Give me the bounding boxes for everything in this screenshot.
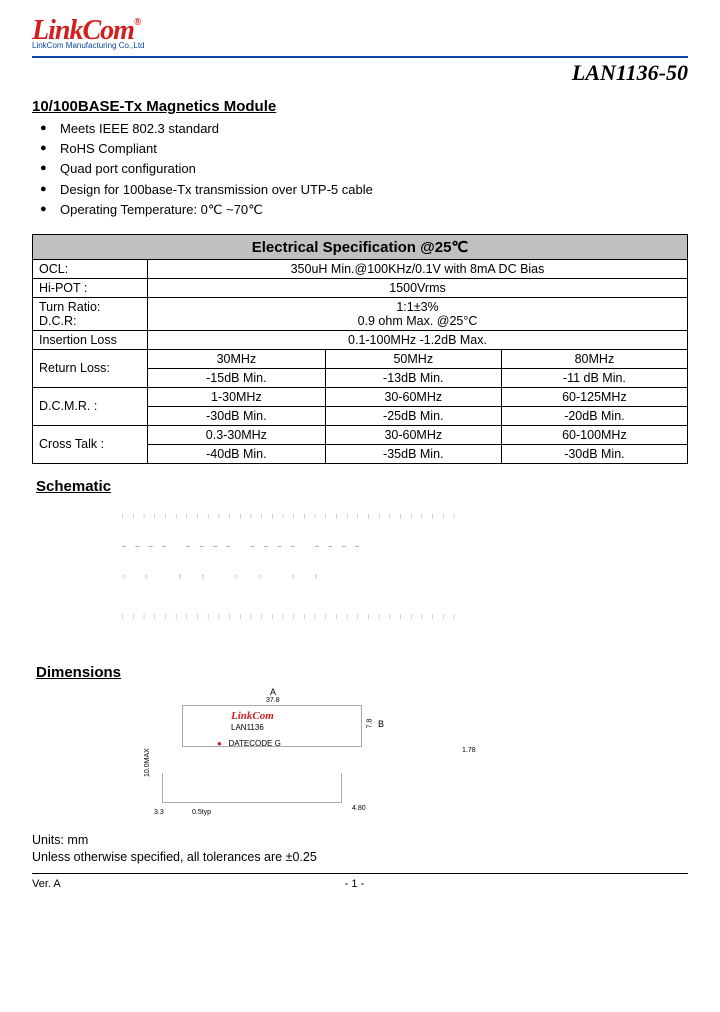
footer-version: Ver. A — [32, 878, 61, 890]
spec-label: Cross Talk : — [33, 425, 148, 463]
schematic-placeholder: | | | | | | | | | | | | | | | | | | | | … — [122, 611, 459, 624]
feature-list: Meets IEEE 802.3 standard RoHS Compliant… — [32, 119, 688, 220]
dim-label-b: B — [378, 719, 384, 729]
spec-sublabel: Turn Ratio: — [39, 300, 100, 314]
dimensions-notes: Units: mm Unless otherwise specified, al… — [32, 832, 688, 867]
spec-value: 1-30MHz — [148, 387, 326, 406]
spec-value: 0.3-30MHz — [148, 425, 326, 444]
spec-value: -35dB Min. — [325, 444, 501, 463]
dot-icon: ● — [217, 739, 222, 748]
tolerance-note: Unless otherwise specified, all toleranc… — [32, 850, 317, 864]
schematic-heading: Schematic — [36, 478, 688, 495]
units-note: Units: mm — [32, 833, 88, 847]
dimensions-heading: Dimensions — [36, 664, 688, 681]
list-item: RoHS Compliant — [40, 139, 688, 159]
spec-label: Return Loss: — [33, 349, 148, 387]
spec-value: 50MHz — [325, 349, 501, 368]
dim-logo: LinkCom — [231, 710, 274, 722]
dim-val: 3.3 — [154, 809, 164, 816]
schematic-placeholder: ⎓ ⎓ ⎓ ⎓ ⎓ ⎓ ⎓ ⎓ ⎓ ⎓ ⎓ ⎓ ⎓ ⎓ ⎓ ⎓ — [122, 541, 363, 554]
dim-val: 4.80 — [352, 805, 366, 812]
spec-value: 60-125MHz — [501, 387, 687, 406]
dim-package-outline: LinkCom LAN1136 ● DATECODE G — [182, 705, 362, 747]
spec-value: 350uH Min.@100KHz/0.1V with 8mA DC Bias — [148, 259, 688, 278]
footer-spacer — [648, 878, 688, 890]
logo-reg: ® — [134, 17, 140, 28]
spec-label: Hi-POT : — [33, 278, 148, 297]
footer-rule — [32, 873, 688, 874]
list-item: Design for 100base-Tx transmission over … — [40, 180, 688, 200]
spec-table: Electrical Specification @25℃ OCL: 350uH… — [32, 234, 688, 464]
spec-value: -30dB Min. — [501, 444, 687, 463]
schematic-diagram: | | | | | | | | | | | | | | | | | | | | … — [32, 501, 688, 656]
spec-value: -15dB Min. — [148, 368, 326, 387]
product-title: 10/100BASE-Tx Magnetics Module — [32, 98, 688, 115]
spec-value: 30-60MHz — [325, 425, 501, 444]
schematic-placeholder: | | | | | | | | | | | | | | | | | | | | … — [122, 511, 459, 524]
list-item: Quad port configuration — [40, 159, 688, 179]
spec-label: D.C.M.R. : — [33, 387, 148, 425]
spec-value: 1:1±3% 0.9 ohm Max. @25°C — [148, 297, 688, 330]
spec-table-header: Electrical Specification @25℃ — [33, 234, 688, 259]
dim-val: 1.78 — [462, 747, 476, 754]
logo: LinkCom® — [32, 18, 688, 43]
dim-label-a: A — [270, 687, 276, 697]
spec-sublabel: D.C.R: — [39, 314, 77, 328]
dim-datecode-row: ● DATECODE G — [217, 735, 281, 749]
header-rule — [32, 56, 688, 58]
spec-value: 30MHz — [148, 349, 326, 368]
dim-val: 10.0MAX — [144, 748, 151, 777]
spec-value: -13dB Min. — [325, 368, 501, 387]
spec-value: 0.1-100MHz -1.2dB Max. — [148, 330, 688, 349]
part-number: LAN1136-50 — [32, 60, 688, 86]
spec-value: -20dB Min. — [501, 406, 687, 425]
spec-value: -40dB Min. — [148, 444, 326, 463]
schematic-placeholder: ▯ ▯ ▯ ▯ ▯ ▯ ▯ ▯ — [122, 571, 322, 584]
dimensions-diagram: A 37.8 LinkCom LAN1136 ● DATECODE G B 7.… — [32, 687, 688, 832]
spec-label: Turn Ratio: D.C.R: — [33, 297, 148, 330]
dim-datecode: DATECODE G — [229, 739, 281, 748]
dim-val-b: 7.8 — [366, 719, 373, 729]
logo-subtitle: LinkCom Manufacturing Co.,Ltd — [32, 41, 688, 50]
footer-page: - 1 - — [61, 878, 648, 890]
spec-value: 1500Vrms — [148, 278, 688, 297]
page-footer: Ver. A - 1 - — [32, 878, 688, 890]
spec-value: -25dB Min. — [325, 406, 501, 425]
dim-side-outline — [162, 773, 342, 803]
spec-subvalue: 0.9 ohm Max. @25°C — [358, 314, 478, 328]
dim-part: LAN1136 — [231, 723, 264, 732]
spec-label: OCL: — [33, 259, 148, 278]
spec-value: -30dB Min. — [148, 406, 326, 425]
spec-value: -11 dB Min. — [501, 368, 687, 387]
spec-value: 80MHz — [501, 349, 687, 368]
dim-val-a: 37.8 — [266, 697, 280, 704]
list-item: Operating Temperature: 0℃ ~70℃ — [40, 200, 688, 220]
header: LinkCom® LinkCom Manufacturing Co.,Ltd — [32, 18, 688, 50]
spec-value: 30-60MHz — [325, 387, 501, 406]
spec-value: 60-100MHz — [501, 425, 687, 444]
spec-label: Insertion Loss — [33, 330, 148, 349]
list-item: Meets IEEE 802.3 standard — [40, 119, 688, 139]
dim-val: 0.5typ — [192, 809, 211, 816]
spec-subvalue: 1:1±3% — [396, 300, 438, 314]
